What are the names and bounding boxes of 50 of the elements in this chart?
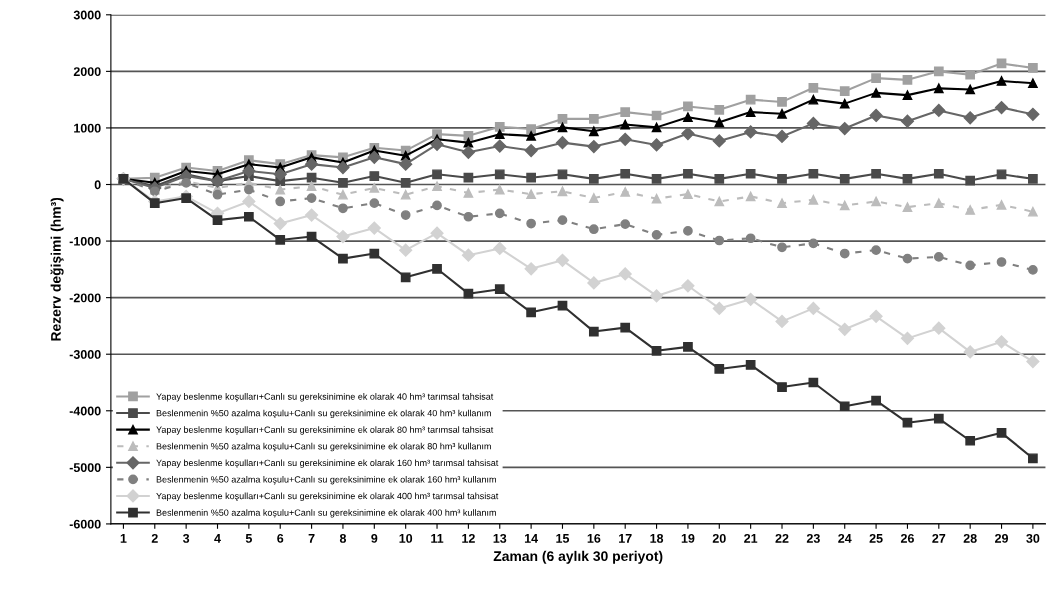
y-tick-label: -1000: [69, 236, 101, 246]
y-tick-label: 2000: [73, 67, 101, 77]
x-tick-label: 4: [214, 534, 221, 543]
x-axis-title: Zaman (6 aylık 30 periyot): [493, 550, 663, 564]
x-tick-label: 23: [806, 533, 820, 543]
x-tick-label: 13: [493, 533, 507, 543]
legend-label: Beslenmenin %50 azalma koşulu+Canlı su gereksinimine ek olarak 400 hm³ kullanım: [156, 509, 496, 518]
x-tick-label: 8: [339, 533, 347, 543]
x-tick-label: 3: [182, 533, 190, 543]
x-tick-label: 15: [556, 534, 570, 543]
legend-label: Yapay beslenme koşulları+Canlı su gereksinimine ek olarak 80 hm³ tarımsal tahsisat: [156, 426, 494, 435]
legend-label: Yapay beslenme koşulları+Canlı su gereksinimine ek olarak 400 hm³ tarımsal tahsisat: [156, 492, 499, 502]
y-tick-label: -6000: [69, 519, 101, 529]
y-tick-label: -3000: [69, 350, 101, 359]
x-tick-label: 20: [712, 533, 726, 543]
x-tick-label: 21: [744, 533, 758, 543]
x-tick-label: 14: [524, 534, 538, 543]
x-tick-label: 10: [399, 533, 413, 543]
x-tick-label: 28: [963, 533, 977, 543]
x-tick-label: 5: [245, 534, 252, 543]
x-tick-label: 29: [995, 533, 1009, 543]
x-tick-label: 27: [932, 533, 946, 543]
y-tick-label: -5000: [69, 463, 101, 472]
legend-label: Beslenmenin %50 azalma koşulu+Canlı su gereksinimine ek olarak 40 hm³ kullanım: [156, 409, 491, 419]
x-tick-label: 24: [838, 533, 852, 543]
y-tick-label: 1000: [74, 123, 101, 133]
x-tick-label: 22: [775, 533, 789, 543]
x-tick-label: 30: [1026, 533, 1040, 543]
y-tick-label: 3000: [73, 10, 101, 20]
x-tick-label: 2: [151, 533, 158, 543]
x-tick-label: 9: [371, 533, 378, 543]
x-tick-label: 1: [120, 534, 127, 543]
x-tick-label: 16: [587, 533, 601, 543]
y-tick-label: -4000: [69, 406, 101, 416]
x-tick-label: 18: [650, 533, 664, 543]
y-tick-label: -2000: [69, 293, 101, 303]
x-tick-label: 11: [431, 534, 444, 543]
x-tick-label: 19: [681, 533, 695, 543]
x-tick-label: 25: [869, 533, 883, 543]
y-tick-label: 0: [94, 180, 101, 190]
legend-label: Beslenmenin %50 azalma koşulu+Canlı su gereksinimine ek olarak 80 hm³ kullanım: [156, 442, 491, 452]
x-tick-label: 7: [308, 534, 315, 543]
x-tick-label: 17: [619, 534, 632, 543]
x-tick-label: 6: [277, 533, 284, 543]
legend-label: Yapay beslenme koşulları+Canlı su gereksinimine ek olarak 160 hm³ tarımsal tahsisat: [156, 459, 499, 468]
legend-label: Yapay beslenme koşulları+Canlı su gereksinimine ek olarak 40 hm³ tarımsal tahsisat: [156, 393, 494, 402]
y-axis-title: Rezerv değişimi (hm³): [50, 197, 64, 341]
x-tick-label: 26: [900, 533, 914, 543]
legend-label: Beslenmenin %50 azalma koşulu+Canlı su gereksinimine ek olarak 160 hm³ kullanım: [156, 475, 496, 485]
x-tick-label: 12: [462, 533, 475, 543]
